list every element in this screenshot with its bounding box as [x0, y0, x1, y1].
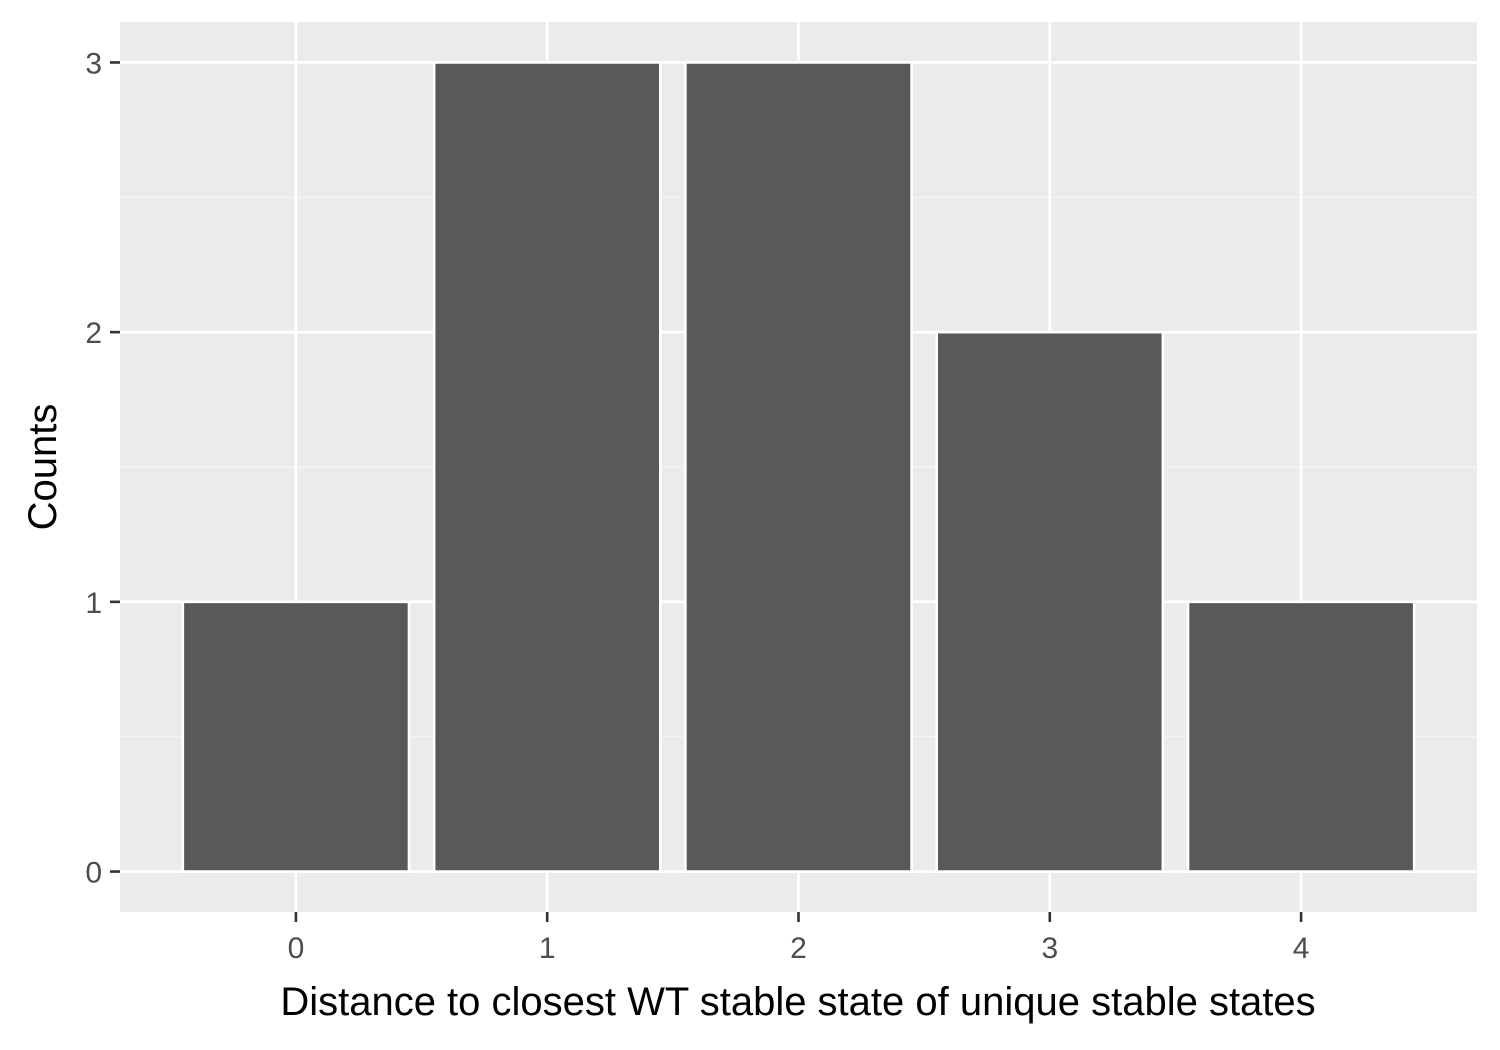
y-tick-label: 2 — [85, 317, 102, 350]
x-axis: 0 1 2 3 4 — [288, 912, 1310, 965]
bar — [181, 600, 411, 873]
x-axis-title: Distance to closest WT stable state of u… — [280, 980, 1315, 1024]
bars — [181, 61, 1416, 873]
y-tick-label: 1 — [85, 587, 102, 620]
y-tick-label: 3 — [85, 47, 102, 80]
bar — [432, 61, 662, 873]
x-tick-label: 0 — [288, 932, 305, 965]
x-tick-label: 1 — [539, 932, 556, 965]
bar — [1186, 600, 1416, 873]
x-tick-label: 2 — [790, 932, 807, 965]
y-axis-title: Counts — [21, 404, 65, 531]
y-axis: 0 1 2 3 — [85, 47, 120, 890]
bar — [935, 330, 1165, 873]
x-tick-label: 3 — [1041, 932, 1058, 965]
bar — [684, 61, 913, 873]
y-tick-label: 0 — [85, 857, 102, 890]
x-tick-label: 4 — [1293, 932, 1310, 965]
